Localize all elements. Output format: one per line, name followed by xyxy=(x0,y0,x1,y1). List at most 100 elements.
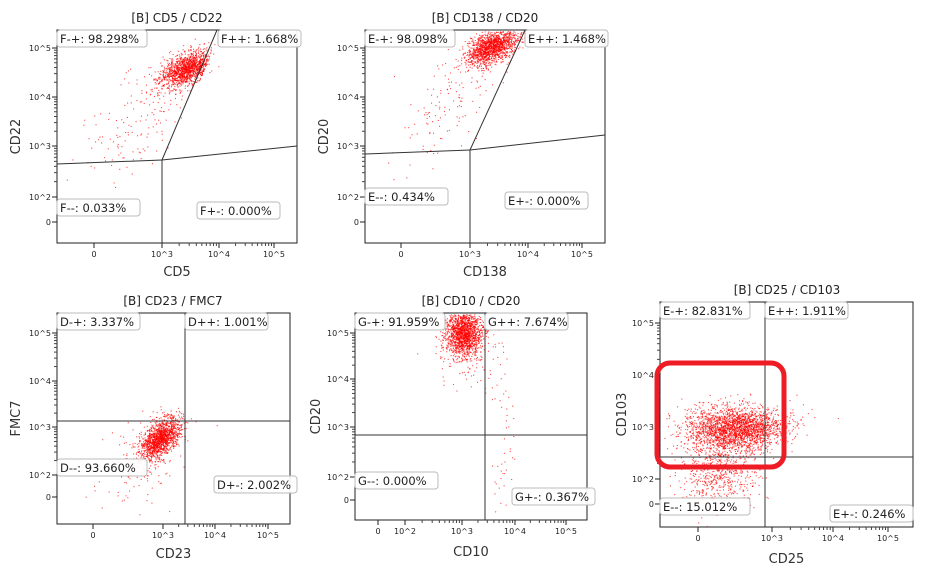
event-dot xyxy=(149,430,151,432)
event-dot xyxy=(152,447,154,449)
event-dot xyxy=(189,62,191,64)
event-dot xyxy=(154,429,156,431)
event-dot xyxy=(161,439,163,441)
event-dot xyxy=(154,449,156,451)
event-dot xyxy=(196,60,198,62)
event-dot xyxy=(151,90,153,92)
event-dot xyxy=(477,66,479,68)
event-dot xyxy=(202,64,204,66)
event-dot xyxy=(158,438,160,440)
event-dot xyxy=(208,58,210,60)
event-dot xyxy=(481,47,483,49)
event-dot xyxy=(159,432,161,434)
event-dot xyxy=(150,446,152,448)
event-dot xyxy=(491,53,493,55)
event-dot xyxy=(509,55,511,57)
gate-label-box xyxy=(56,29,148,48)
gate-label-text: E++: 1.468% xyxy=(528,32,606,46)
event-dot xyxy=(186,65,188,67)
event-dot xyxy=(181,75,183,77)
gate-separator: : xyxy=(529,194,537,208)
event-dot xyxy=(164,436,166,438)
x-tick-label: 10^3 xyxy=(459,250,481,259)
event-dot xyxy=(151,455,153,457)
event-dot xyxy=(170,103,172,105)
event-dot xyxy=(183,78,185,80)
event-dot xyxy=(174,70,176,72)
event-dot xyxy=(161,421,163,423)
event-dot xyxy=(500,41,502,43)
event-dot xyxy=(157,93,159,95)
event-dot xyxy=(158,83,160,85)
event-dot xyxy=(130,102,132,104)
event-dot xyxy=(160,435,162,437)
event-dot xyxy=(162,449,164,451)
event-dot xyxy=(483,47,485,49)
event-dot xyxy=(175,66,177,68)
event-dot xyxy=(159,430,161,432)
event-dot xyxy=(141,453,143,455)
event-dot xyxy=(476,60,478,62)
event-dot xyxy=(506,38,508,40)
event-dot xyxy=(176,73,178,75)
event-dot xyxy=(501,40,503,42)
event-dot xyxy=(523,32,525,34)
event-dot xyxy=(158,450,160,452)
event-dot xyxy=(168,438,170,440)
event-dot xyxy=(490,48,492,50)
event-dot xyxy=(173,425,175,427)
event-dot xyxy=(174,71,176,73)
event-dot xyxy=(164,424,166,426)
event-dot xyxy=(494,63,496,65)
event-dot xyxy=(176,85,178,87)
event-dot xyxy=(177,86,179,88)
event-dot xyxy=(139,452,141,454)
x-tick-label: 0 xyxy=(375,527,380,536)
event-dot xyxy=(183,65,185,67)
event-dot xyxy=(488,49,490,51)
event-dot xyxy=(489,40,491,42)
event-dot xyxy=(480,68,482,70)
event-dot xyxy=(165,428,167,430)
event-dot xyxy=(490,34,492,36)
event-dot xyxy=(491,66,493,68)
event-dot xyxy=(182,61,184,63)
event-dots xyxy=(388,31,527,181)
y-tick-label: 10^4 xyxy=(29,93,51,102)
event-dot xyxy=(444,75,446,77)
event-dot xyxy=(184,62,186,64)
event-dot xyxy=(169,92,171,94)
event-dot xyxy=(166,451,168,453)
event-dot xyxy=(192,63,194,65)
event-dot xyxy=(484,61,486,63)
event-dot xyxy=(487,42,489,44)
event-dot xyxy=(481,49,483,51)
event-dot xyxy=(486,67,488,69)
event-dot xyxy=(192,57,194,59)
event-dot xyxy=(175,63,177,65)
event-dot xyxy=(481,70,483,72)
event-dot xyxy=(209,56,211,58)
event-dot xyxy=(483,63,485,65)
event-dot xyxy=(492,35,494,37)
event-dot xyxy=(163,423,165,425)
event-dot xyxy=(482,39,484,41)
event-dot xyxy=(162,412,164,414)
event-dot xyxy=(162,423,164,425)
event-dot xyxy=(507,40,509,42)
event-dot xyxy=(497,50,499,52)
event-dot xyxy=(175,430,177,432)
event-dot xyxy=(170,429,172,431)
event-dot xyxy=(160,433,162,435)
event-dot xyxy=(151,437,153,439)
event-dot xyxy=(169,475,171,477)
event-dot xyxy=(175,419,177,421)
event-dot xyxy=(501,55,503,57)
event-dot xyxy=(480,45,482,47)
event-dot xyxy=(189,57,191,59)
event-dot xyxy=(511,39,513,41)
event-dot xyxy=(172,433,174,435)
event-dot xyxy=(192,51,194,53)
event-dot xyxy=(197,64,199,66)
